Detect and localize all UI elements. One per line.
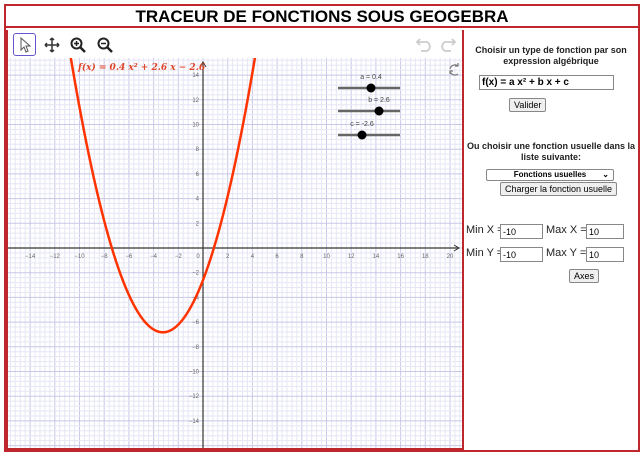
geogebra-applet: −14 −12 −10 −8 −6 −4 −2 0 2 4 6 8 10 12 14 16 18 20 14 12 10… — [6, 30, 464, 450]
select-value: Fonctions usuelles — [513, 170, 587, 179]
x-tick-label: 4 — [251, 254, 255, 260]
slider-label: b = 2.6 — [368, 97, 390, 104]
page-title: TRACEUR DE FONCTIONS SOUS GEOGEBRA — [6, 6, 638, 28]
x-tick-label: 20 — [447, 254, 454, 260]
y-tick-label: 4 — [196, 197, 200, 203]
x-tick-label: −2 — [175, 254, 183, 260]
x-tick-label: 2 — [226, 254, 230, 260]
x-tick-label: 12 — [348, 254, 355, 260]
y-tick-label: 12 — [192, 98, 199, 104]
max-x-input[interactable] — [586, 224, 624, 239]
min-y-label: Min Y = — [466, 247, 504, 259]
x-tick-label: −10 — [74, 254, 85, 260]
move-tool-button[interactable] — [13, 33, 36, 56]
control-panel: Choisir un type de fonction par son expr… — [464, 30, 638, 450]
y-tick-label: 6 — [196, 172, 200, 178]
zoom-in-icon — [70, 37, 86, 53]
x-tick-label: −6 — [125, 254, 133, 260]
slider-knob[interactable] — [357, 130, 367, 140]
x-tick-label: 16 — [397, 254, 404, 260]
validate-button[interactable]: Valider — [509, 98, 547, 112]
y-axis-arrow — [199, 61, 207, 68]
graphics-view[interactable]: −14 −12 −10 −8 −6 −4 −2 0 2 4 6 8 10 12 14 16 18 20 14 12 10… — [8, 58, 462, 448]
slider-knob[interactable] — [374, 106, 384, 116]
x-tick-label: 18 — [422, 254, 429, 260]
y-tick-label: 2 — [196, 221, 200, 227]
min-x-input[interactable] — [500, 224, 543, 239]
x-tick-label: 14 — [373, 254, 380, 260]
x-tick-label: −14 — [25, 254, 36, 260]
move-graphics-view-button[interactable] — [40, 33, 63, 56]
zoom-out-icon — [97, 37, 113, 53]
refresh-icon-path — [449, 63, 459, 76]
refresh-icon[interactable] — [449, 63, 459, 76]
chevron-down-icon: ⌄ — [602, 170, 609, 179]
y-tick-label: −8 — [192, 345, 200, 351]
slider-label: a = 0.4 — [360, 74, 382, 81]
x-tick-label: −12 — [50, 254, 61, 260]
y-tick-label: −14 — [189, 419, 200, 425]
max-x-label: Max X = — [546, 224, 587, 236]
y-tick-label: −12 — [189, 394, 200, 400]
slider-knob[interactable] — [366, 83, 376, 93]
max-y-label: Max Y = — [546, 247, 587, 259]
function-curve — [69, 58, 257, 334]
min-x-label: Min X = — [466, 224, 504, 236]
y-tick-label: −2 — [192, 271, 200, 277]
toolbar — [8, 30, 462, 58]
y-tick-label: −10 — [189, 370, 200, 376]
heading-expression: Choisir un type de fonction par son expr… — [475, 45, 627, 66]
x-axis-arrow — [453, 244, 460, 252]
cursor-arrow-icon — [20, 36, 31, 53]
max-y-input[interactable] — [586, 247, 624, 262]
zoom-in-button[interactable] — [66, 33, 89, 56]
move-arrows-icon — [43, 36, 60, 53]
y-tick-label: 14 — [192, 73, 199, 79]
heading-usual-functions: Ou choisir une fonction usuelle dans la … — [466, 141, 636, 162]
x-tick-label: −4 — [150, 254, 158, 260]
x-tick-label: 0 — [196, 254, 200, 260]
y-tick-label: 8 — [196, 147, 200, 153]
redo-icon[interactable] — [438, 36, 456, 52]
function-label: f(x) = 0.4 x² + 2.6 x − 2.6 — [77, 62, 206, 73]
zoom-out-button[interactable] — [93, 33, 116, 56]
axes-button[interactable]: Axes — [569, 269, 600, 283]
x-tick-label: 8 — [300, 254, 304, 260]
app-frame: TRACEUR DE FONCTIONS SOUS GEOGEBRA −14 −1… — [4, 4, 640, 452]
x-tick-label: 6 — [275, 254, 279, 260]
load-function-button[interactable]: Charger la fonction usuelle — [500, 182, 618, 196]
y-tick-label: 10 — [192, 123, 199, 129]
min-y-input[interactable] — [500, 247, 543, 262]
x-tick-label: 10 — [323, 254, 330, 260]
usual-functions-select[interactable]: Fonctions usuelles ⌄ — [486, 169, 614, 181]
expression-input[interactable] — [479, 75, 614, 90]
y-tick-label: −6 — [192, 320, 200, 326]
x-tick-label: −8 — [101, 254, 109, 260]
undo-icon[interactable] — [416, 36, 434, 52]
slider-label: c = -2.6 — [350, 121, 374, 128]
